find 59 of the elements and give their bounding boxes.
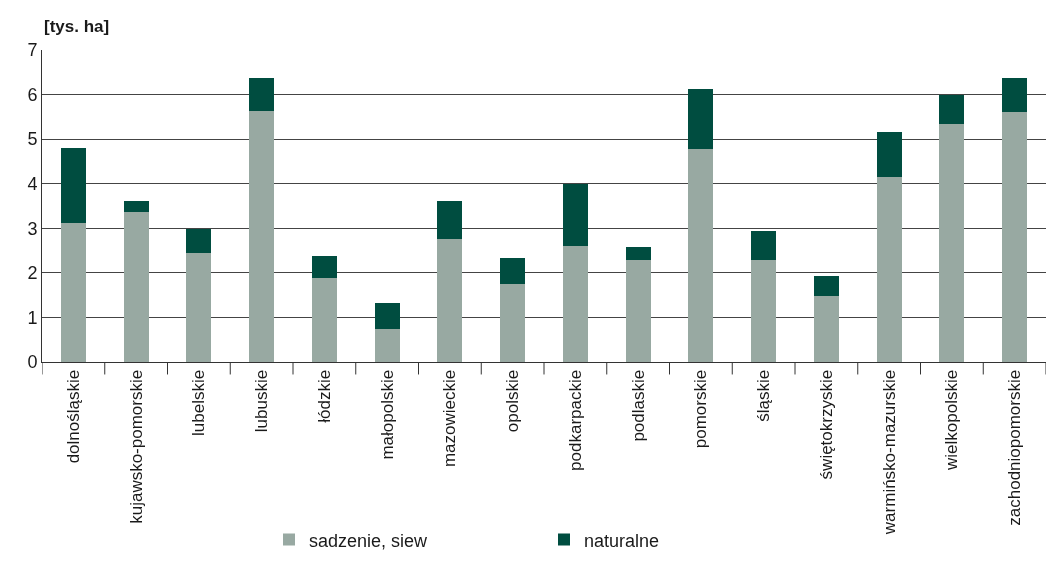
y-tick-label: 2	[27, 263, 38, 284]
bar	[562, 245, 588, 362]
bar	[437, 201, 463, 239]
bar	[876, 176, 902, 362]
bar	[939, 95, 965, 125]
x-tick-label: łódzkie	[314, 369, 334, 423]
x-tick-label: zachodniopomorskie	[1005, 369, 1025, 526]
bar	[688, 88, 714, 149]
bar	[123, 211, 149, 362]
y-tick-label: 4	[27, 174, 38, 195]
x-tick-label: wielkopolskie	[942, 369, 962, 471]
x-tick-label: lubelskie	[189, 369, 209, 436]
x-tick-label: opolskie	[503, 369, 523, 433]
bar	[562, 184, 588, 246]
bar	[374, 329, 400, 362]
x-tick-label: podkarpackie	[565, 369, 585, 471]
bar	[813, 275, 839, 296]
bar	[625, 247, 651, 260]
bar	[1002, 77, 1028, 113]
x-tick-label: pomorskie	[691, 369, 711, 449]
y-axis-title: [tys. ha]	[44, 17, 110, 36]
y-tick-label: 5	[27, 129, 38, 150]
x-tick-label: warmińsko-mazurskie	[879, 369, 899, 536]
y-tick-label: 0	[27, 352, 38, 373]
bar	[437, 238, 463, 362]
y-tick-label: 6	[27, 84, 38, 105]
x-tick-label: śląskie	[754, 369, 774, 422]
legend-label: naturalne	[584, 530, 660, 551]
bar	[311, 277, 337, 362]
bar	[60, 147, 86, 224]
bar	[876, 132, 902, 177]
bar	[123, 200, 149, 212]
bar	[374, 302, 400, 330]
bar	[500, 258, 526, 284]
y-tick-label: 1	[27, 307, 38, 328]
bar	[751, 230, 777, 260]
bar	[60, 223, 86, 362]
x-tick-label: mazowieckie	[440, 369, 460, 468]
bar	[186, 228, 212, 253]
bar	[625, 259, 651, 362]
bar	[500, 283, 526, 362]
bar	[249, 110, 275, 362]
x-tick-label: kujawsko-pomorskie	[126, 369, 146, 524]
bar	[186, 252, 212, 362]
x-tick-label: dolnośląskie	[63, 369, 83, 464]
bar	[311, 255, 337, 278]
bar	[249, 77, 275, 111]
x-tick-label: lubuskie	[252, 369, 272, 433]
bar	[688, 148, 714, 362]
legend-label: sadzenie, siew	[309, 530, 429, 551]
bar	[751, 259, 777, 362]
bar	[939, 124, 965, 362]
x-tick-label: świętokrzyskie	[816, 369, 836, 480]
bar	[813, 295, 839, 362]
x-tick-label: podlaskie	[628, 369, 648, 442]
bar	[1002, 112, 1028, 362]
y-tick-label: 3	[27, 218, 38, 239]
x-tick-label: małopolskie	[377, 369, 397, 460]
y-tick-label: 7	[27, 40, 38, 61]
